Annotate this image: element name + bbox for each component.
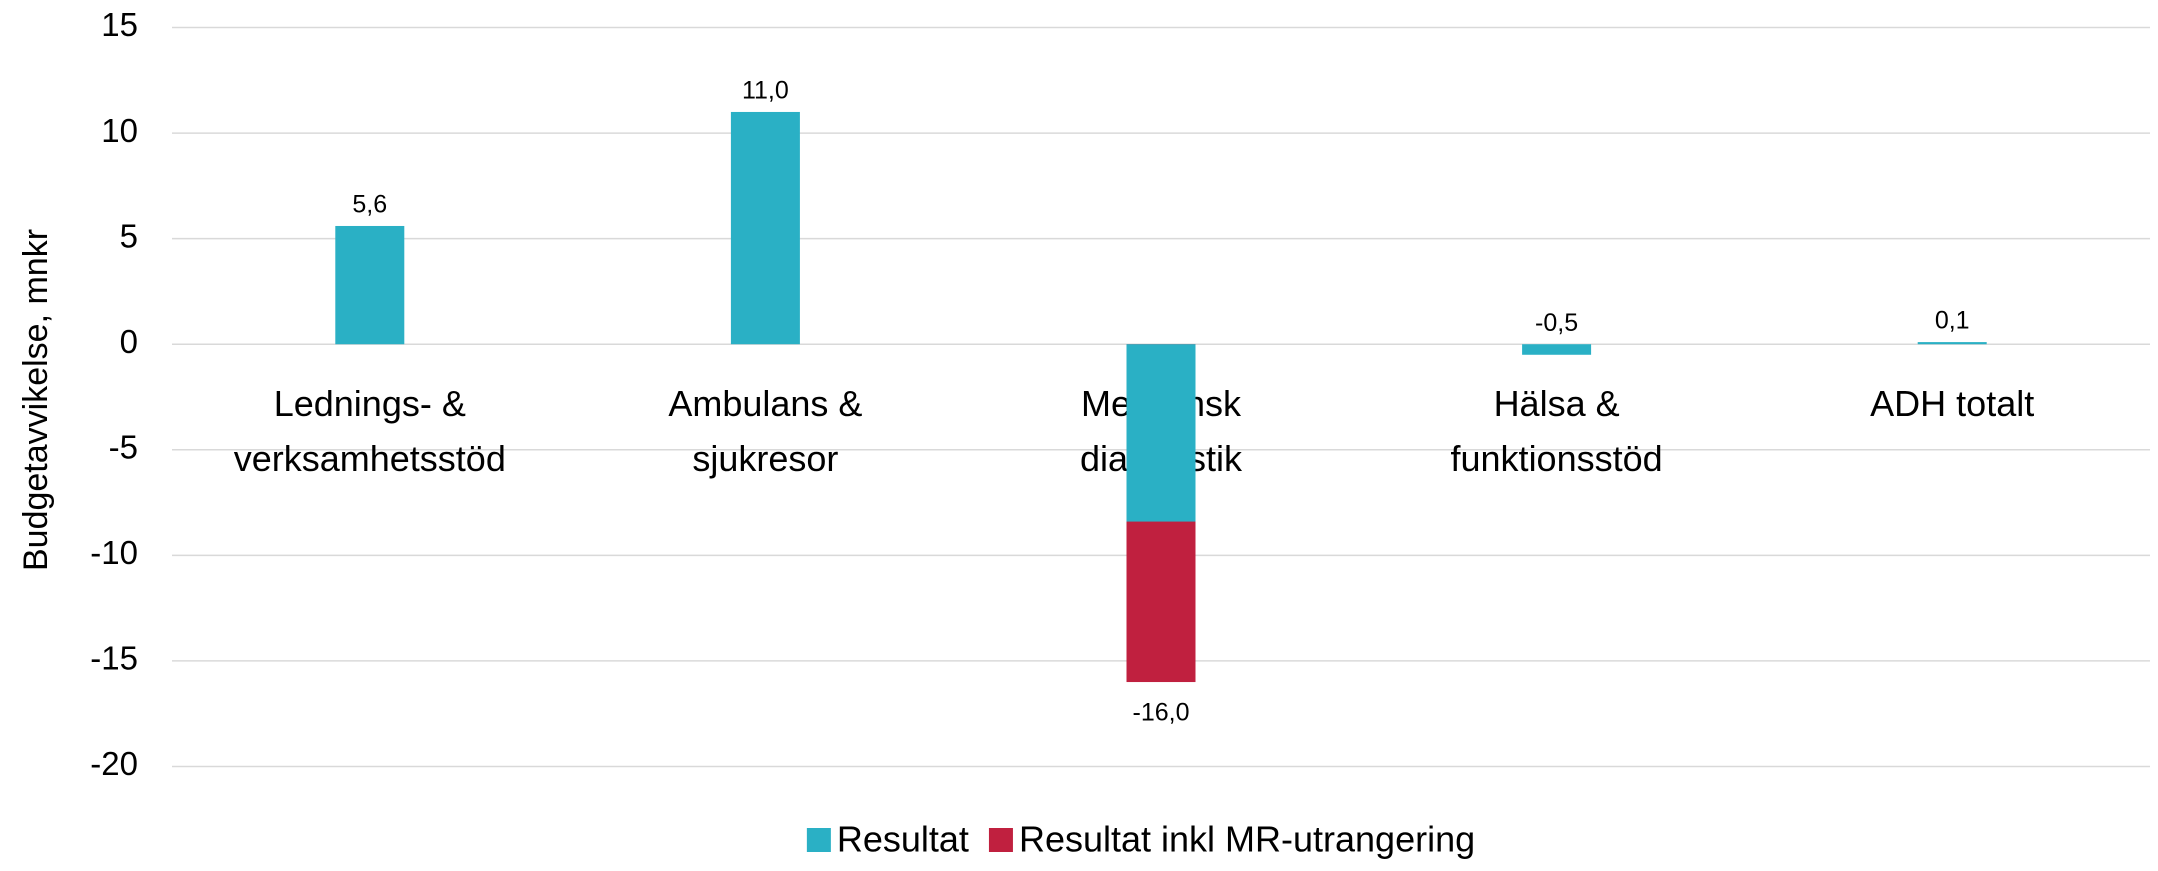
x-tick-label: Ambulans & sjukresor [668, 383, 862, 479]
legend-swatch [988, 828, 1013, 852]
data-label: -16,0 [1133, 699, 1190, 727]
x-tick-label-line: verksamhetsstöd [234, 438, 506, 479]
x-tick-label-line: sjukresor [692, 438, 838, 479]
data-label: 0,1 [1935, 307, 1970, 335]
x-tick-label-line: ADH totalt [1870, 383, 2034, 424]
x-tick-label-line: Hälsa & [1494, 383, 1620, 424]
x-tick-label: Lednings- & verksamhetsstöd [234, 383, 506, 479]
data-label: -0,5 [1535, 309, 1578, 337]
bar [1917, 342, 1987, 345]
data-label: 11,0 [742, 77, 789, 105]
y-tick-label: 10 [101, 112, 138, 149]
x-tick-label: Hälsa & funktionsstöd [1451, 383, 1663, 479]
y-tick-label: -5 [109, 429, 138, 466]
y-tick-label: -20 [90, 745, 138, 782]
bar [730, 111, 800, 345]
bar [1522, 344, 1592, 355]
x-tick-label-line: funktionsstöd [1451, 438, 1663, 479]
y-tick-label: -15 [90, 640, 138, 677]
x-tick-label-line: Ambulans & [668, 383, 862, 424]
bar [1126, 344, 1196, 522]
y-tick-label: 5 [120, 217, 138, 254]
y-axis-label: Budgetavvikelse, mnkr [17, 229, 55, 571]
y-tick-label: -10 [90, 534, 138, 571]
legend-label: Resultat inkl MR-utrangering [1019, 819, 1475, 860]
x-tick-label: ADH totalt [1870, 383, 2034, 424]
x-tick-label-line: Lednings- & [274, 383, 466, 424]
data-label: 5,6 [352, 191, 387, 219]
legend-swatch [806, 828, 831, 852]
legend-label: Resultat [837, 819, 969, 860]
bar [335, 225, 405, 345]
y-tick-label: 15 [101, 6, 138, 43]
legend: Resultat Resultat inkl MR-utrangering [806, 819, 1475, 860]
y-tick-label: 0 [120, 323, 138, 360]
